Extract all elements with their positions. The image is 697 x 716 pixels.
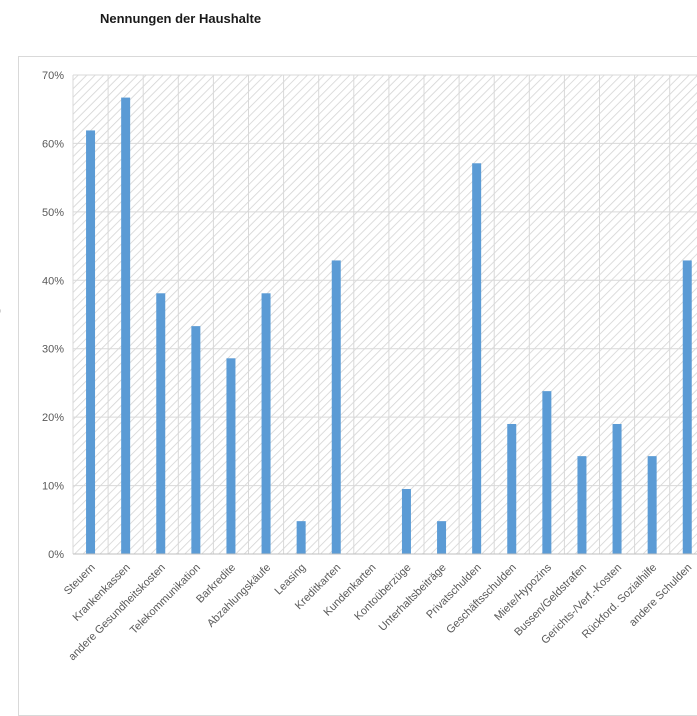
plot-area: [73, 75, 697, 554]
bar: [437, 521, 447, 554]
category-label: Leasing: [273, 562, 309, 598]
y-tick-label: 40%: [42, 275, 64, 287]
bar: [472, 163, 482, 554]
y-tick-label: 30%: [42, 344, 64, 356]
axis-title-fragment: ): [0, 303, 1, 317]
category-label: Unterhaltsbeiträge: [377, 562, 449, 634]
category-label: Abzahlungskäufe: [205, 562, 273, 630]
y-tick-label: 70%: [42, 70, 64, 82]
bar: [226, 358, 236, 554]
y-tick-label: 60%: [42, 138, 64, 150]
category-label: Steuern: [62, 562, 98, 598]
bar: [296, 521, 306, 554]
bar: [542, 391, 552, 554]
y-tick-label: 50%: [42, 207, 64, 219]
bar: [682, 260, 692, 554]
bar: [191, 326, 201, 554]
y-tick-label: 10%: [42, 481, 64, 493]
bar: [507, 423, 517, 554]
bar: [86, 130, 96, 555]
y-tick-label: 20%: [42, 412, 64, 424]
bar: [156, 293, 166, 554]
bar: [331, 260, 341, 554]
category-label: Telekommunikation: [128, 562, 203, 637]
bar: [577, 456, 587, 554]
bar: [261, 293, 271, 554]
page-title: Nennungen der Haushalte: [100, 11, 262, 26]
bar: [647, 456, 657, 554]
bar: [121, 97, 131, 555]
bar-chart: 0%10%20%30%40%50%60%70%SteuernKrankenkas…: [42, 70, 697, 663]
category-label: andere Schulden: [627, 562, 694, 629]
bar: [401, 488, 411, 554]
bar: [612, 423, 622, 554]
y-tick-label: 0%: [48, 549, 64, 561]
